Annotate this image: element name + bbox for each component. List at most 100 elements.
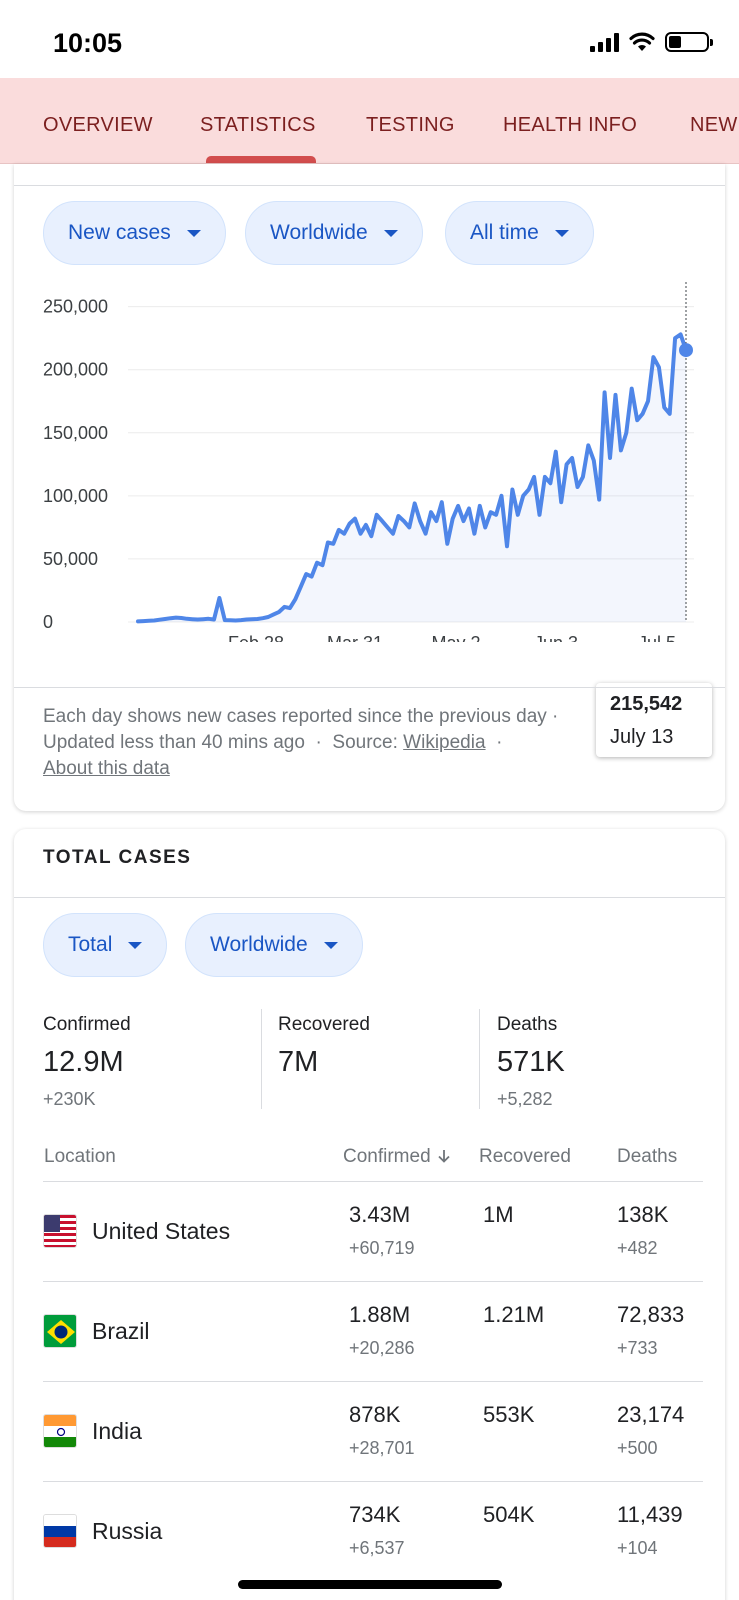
chevron-down-icon: [323, 941, 338, 949]
table-row[interactable]: India 878K +28,701 553K 23,174 +500: [43, 1381, 703, 1481]
active-tab-indicator: [206, 156, 316, 163]
tab-statistics[interactable]: STATISTICS: [200, 114, 316, 136]
us-flag-icon: [43, 1214, 77, 1248]
status-time: 10:05: [53, 28, 123, 58]
recovered-value: 504K: [483, 1502, 535, 1527]
source-link[interactable]: Wikipedia: [403, 732, 486, 753]
y-tick-label: 50,000: [43, 549, 98, 569]
confirmed-value: 3.43M: [349, 1202, 411, 1227]
y-tick-label: 0: [43, 612, 53, 632]
source-label: Source:: [332, 732, 398, 753]
india-flag-icon: [43, 1414, 77, 1448]
footnote-text: Each day shows new cases reported since …: [43, 706, 559, 727]
chevron-down-icon: [383, 229, 398, 237]
chip-label: Worldwide: [270, 221, 368, 244]
chip-label: Worldwide: [210, 933, 308, 956]
tab-news[interactable]: NEW: [690, 114, 738, 136]
total-cases-card: TOTAL CASES Total Worldwide Confirmed 12…: [14, 829, 725, 1600]
x-tick-label: Jul 5: [638, 633, 676, 642]
column-label: Confirmed: [343, 1146, 431, 1167]
chart-tooltip: 215,542 July 13: [596, 683, 712, 757]
deaths-delta: +482: [617, 1238, 658, 1258]
chart-area-fill: [138, 334, 686, 622]
series-line: [136, 332, 688, 624]
stat-confirmed: Confirmed 12.9M +230K: [43, 1014, 131, 1110]
chip-label: All time: [470, 221, 539, 244]
tooltip-value: 215,542: [610, 693, 683, 715]
y-tick-label: 100,000: [43, 486, 108, 506]
deaths-value: 138K: [617, 1202, 669, 1227]
y-tick-label: 150,000: [43, 423, 108, 443]
confirmed-value: 878K: [349, 1402, 401, 1427]
x-tick-label: Mar 31: [327, 633, 383, 642]
location-name: Brazil: [92, 1318, 150, 1344]
confirmed-delta: +60,719: [349, 1238, 415, 1258]
location-name: United States: [92, 1218, 231, 1244]
deaths-delta: +104: [617, 1538, 658, 1558]
divider: [14, 185, 725, 186]
stat-label: Confirmed: [43, 1014, 131, 1035]
tab-testing[interactable]: TESTING: [366, 114, 455, 136]
table-row[interactable]: Russia 734K +6,537 504K 11,439 +104: [43, 1481, 703, 1581]
home-indicator[interactable]: [238, 1580, 502, 1589]
status-bar: 10:05: [0, 0, 739, 78]
column-header-location[interactable]: Location: [44, 1146, 116, 1167]
chip-label: Total: [68, 933, 113, 956]
tab-health-info[interactable]: HEALTH INFO: [503, 114, 638, 136]
x-tick-label: Feb 28: [228, 633, 284, 642]
chevron-down-icon: [554, 229, 569, 237]
divider: [479, 1009, 480, 1109]
x-tick-label: May 2: [431, 633, 480, 642]
confirmed-delta: +6,537: [349, 1538, 405, 1558]
chevron-down-icon: [128, 941, 143, 949]
brazil-flag-icon: [43, 1314, 77, 1348]
stat-delta: +230K: [43, 1089, 96, 1109]
daily-cases-card: New cases Worldwide All time 250,000 200,…: [14, 164, 725, 811]
x-tick-label: Jun 3: [534, 633, 578, 642]
stat-label: Deaths: [497, 1014, 558, 1035]
confirmed-delta: +28,701: [349, 1438, 415, 1458]
chip-label: New cases: [68, 221, 171, 244]
confirmed-value: 734K: [349, 1502, 401, 1527]
recovered-value: 1M: [483, 1202, 514, 1227]
about-data-link[interactable]: About this data: [43, 758, 170, 779]
divider: [14, 687, 725, 688]
arrow-down-icon: [438, 1150, 450, 1163]
daily-cases-chart[interactable]: 250,000 200,000 150,000 100,000 50,000 0 Feb …: [14, 282, 725, 642]
time-range-filter-chip[interactable]: All time: [445, 201, 594, 265]
region-filter-chip[interactable]: Worldwide: [185, 913, 363, 977]
table-row[interactable]: Brazil 1.88M +20,286 1.21M 72,833 +733: [43, 1281, 703, 1381]
location-name: India: [92, 1418, 142, 1444]
column-header-confirmed[interactable]: Confirmed: [343, 1146, 452, 1168]
stat-value: 571K: [497, 1046, 565, 1078]
russia-flag-icon: [43, 1514, 77, 1548]
y-tick-label: 250,000: [43, 297, 108, 317]
confirmed-value: 1.88M: [349, 1302, 411, 1327]
region-filter-chip[interactable]: Worldwide: [245, 201, 423, 265]
y-tick-label: 200,000: [43, 360, 108, 380]
column-header-deaths[interactable]: Deaths: [617, 1146, 678, 1167]
table-row[interactable]: United States 3.43M +60,719 1M 138K +482: [43, 1181, 703, 1281]
chevron-down-icon: [186, 229, 201, 237]
divider: [14, 897, 725, 898]
recovered-value: 1.21M: [483, 1302, 545, 1327]
deaths-value: 72,833: [617, 1302, 685, 1327]
recovered-value: 553K: [483, 1402, 535, 1427]
stat-value: 12.9M: [43, 1046, 124, 1078]
metric-filter-chip[interactable]: New cases: [43, 201, 226, 265]
deaths-delta: +733: [617, 1338, 658, 1358]
column-header-recovered[interactable]: Recovered: [479, 1146, 571, 1167]
battery-icon: [665, 32, 713, 52]
confirmed-delta: +20,286: [349, 1338, 415, 1358]
updated-text: Updated less than 40 mins ago: [43, 732, 305, 753]
stat-value: 7M: [278, 1046, 319, 1078]
stat-recovered: Recovered 7M: [278, 1014, 370, 1089]
chart-footnote: Each day shows new cases reported since …: [43, 706, 559, 779]
divider: [261, 1009, 262, 1109]
cellular-signal-icon: [590, 32, 619, 52]
section-title: TOTAL CASES: [43, 847, 192, 868]
tab-overview[interactable]: OVERVIEW: [43, 114, 153, 136]
stat-delta: +5,282: [497, 1089, 553, 1109]
deaths-value: 23,174: [617, 1402, 685, 1427]
total-filter-chip[interactable]: Total: [43, 913, 168, 977]
